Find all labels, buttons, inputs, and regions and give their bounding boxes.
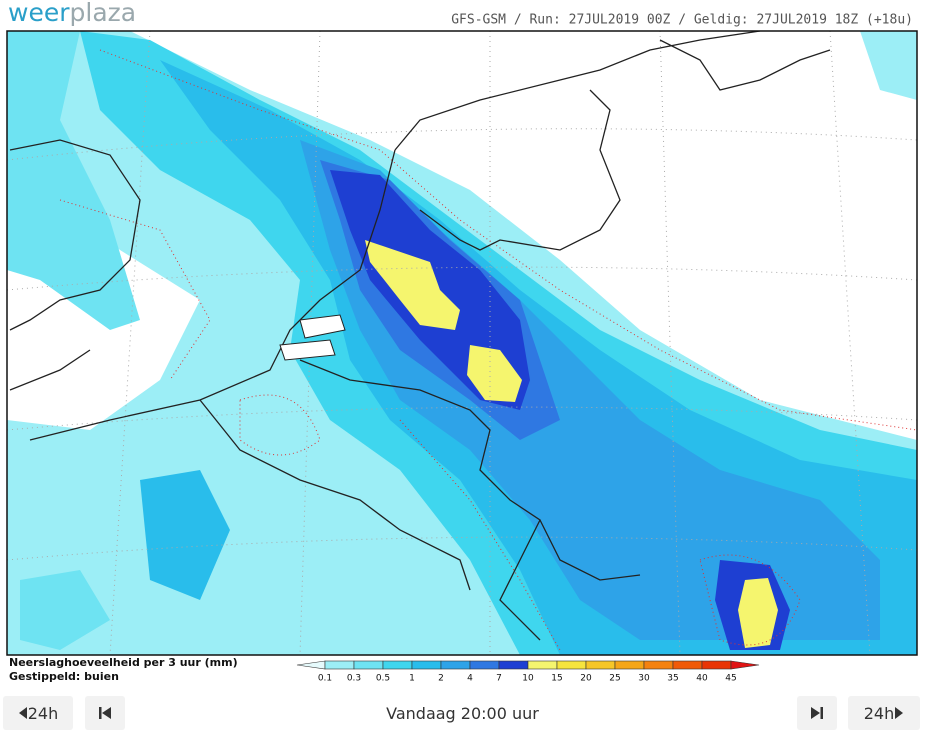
- shower-contours: [59, 49, 917, 651]
- colorbar-label: 10: [522, 674, 534, 684]
- colorbar-label: 0.3: [347, 674, 361, 684]
- logo: weerplaza: [8, 0, 136, 27]
- legend-subtitle: Gestippeld: buien: [9, 670, 119, 683]
- colorbar-segment: [411, 660, 442, 670]
- islands: [279, 314, 346, 361]
- colorbar-segment: [469, 660, 500, 670]
- colorbar-label: 2: [438, 674, 444, 684]
- colorbar: 0.1 0.3 0.5 1 2 4 7 10 15 20 25 30 35 40 45: [296, 660, 760, 684]
- skip-end-icon: [811, 707, 823, 719]
- forward-button[interactable]: 24h: [848, 696, 920, 730]
- colorbar-label: 30: [638, 674, 650, 684]
- first-button[interactable]: [85, 696, 125, 730]
- map-panel: weerplaza GFS-GSM / Run: 27JUL2019 00Z /…: [6, 0, 918, 684]
- logo-part: weer: [8, 0, 70, 27]
- colorbar-segment: [585, 660, 616, 670]
- back-label: 24h: [27, 703, 59, 723]
- colorbar-label: 7: [496, 674, 502, 684]
- forward-label: 24h: [863, 703, 895, 723]
- skip-start-icon: [99, 707, 111, 719]
- colorbar-segment: [440, 660, 471, 670]
- colorbar-tip: [296, 660, 326, 670]
- colorbar-segment: [324, 660, 355, 670]
- colorbar-segment: [527, 660, 558, 670]
- colorbar-label: 20: [580, 674, 592, 684]
- colorbar-segment: [614, 660, 645, 670]
- map: [7, 31, 917, 655]
- colorbar-label: 1: [409, 674, 415, 684]
- right-arrow-icon: [895, 707, 904, 719]
- logo-part: plaza: [70, 0, 137, 27]
- colorbar-segment: [672, 660, 703, 670]
- colorbar-label: 45: [725, 674, 736, 684]
- last-button[interactable]: [797, 696, 837, 730]
- colorbar-segment: [556, 660, 587, 670]
- colorbar-segment: [643, 660, 674, 670]
- colorbar-segment: [353, 660, 384, 670]
- colorbar-label: 35: [667, 674, 678, 684]
- colorbar-label: 25: [609, 674, 620, 684]
- back-button[interactable]: 24h: [3, 696, 73, 730]
- time-label: Vandaag 20:00 uur: [386, 703, 539, 723]
- graticule: [7, 31, 917, 655]
- coastlines-borders: [9, 31, 831, 641]
- colorbar-label: 0.5: [376, 674, 390, 684]
- map-frame: [6, 30, 918, 656]
- colorbar-label: 0.1: [318, 674, 332, 684]
- colorbar-label: 4: [467, 674, 473, 684]
- colorbar-label: 15: [551, 674, 562, 684]
- colorbar-tip: [730, 660, 760, 670]
- colorbar-segment: [382, 660, 413, 670]
- colorbar-label: 40: [696, 674, 708, 684]
- legend-title: Neerslaghoeveelheid per 3 uur (mm): [9, 656, 238, 669]
- run-header: GFS-GSM / Run: 27JUL2019 00Z / Geldig: 2…: [451, 13, 913, 28]
- colorbar-segment: [701, 660, 732, 670]
- colorbar-segment: [498, 660, 529, 670]
- precipitation-field: [7, 31, 917, 655]
- left-arrow-icon: [18, 707, 27, 719]
